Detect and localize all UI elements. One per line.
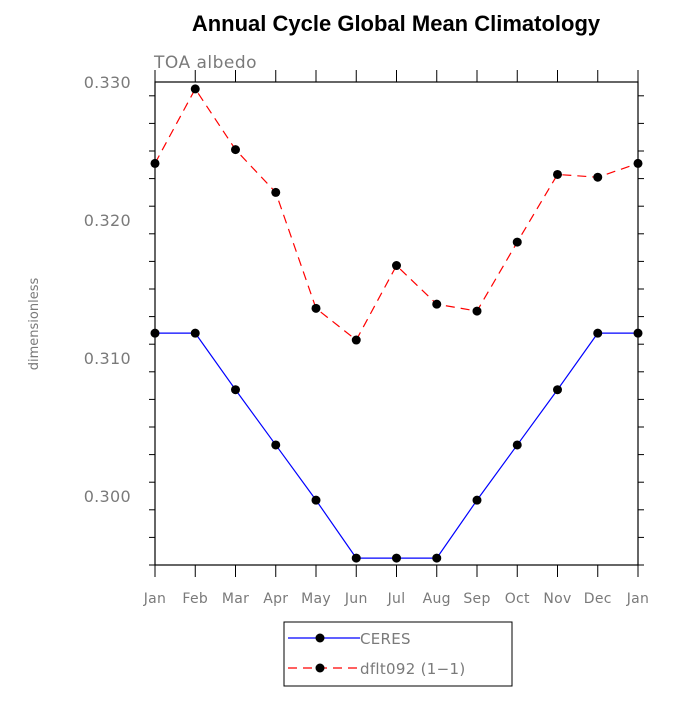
series-2-point xyxy=(351,335,361,345)
legend-box xyxy=(283,621,513,687)
x-tick-label: Jun xyxy=(344,591,368,607)
legend-marker-1 xyxy=(315,633,325,643)
series-1-point xyxy=(271,440,281,450)
y-tick-label: 0.320 xyxy=(84,211,131,230)
series-2-point xyxy=(392,261,401,271)
series-2-point xyxy=(311,303,321,313)
legend: CERES dflt092 (1−1) xyxy=(283,621,513,687)
series-2-point xyxy=(432,299,442,309)
series-1-point xyxy=(472,495,482,505)
series-1-point xyxy=(553,385,562,395)
plot-area: 0.300 0.310 0.320 0.330 Jan Feb Mar Apr May Jun Ju… xyxy=(84,70,649,607)
series-1-point xyxy=(512,440,522,450)
series-2-point xyxy=(593,172,603,182)
series-2-point xyxy=(271,187,281,197)
x-tick-label: Mar xyxy=(222,591,249,607)
series-line-2 xyxy=(154,87,639,341)
legend-label-1: CERES xyxy=(360,630,411,648)
series-1-point xyxy=(311,495,321,505)
series-1-point xyxy=(231,385,240,395)
chart-subtitle: TOA albedo xyxy=(153,53,257,73)
x-tick-label: Jan xyxy=(626,591,649,607)
series-2-point xyxy=(190,84,200,94)
x-tick-label: Sep xyxy=(463,591,490,607)
chart-title: Annual Cycle Global Mean Climatology xyxy=(192,11,601,36)
series-1-point xyxy=(190,328,200,338)
x-tick-label: Oct xyxy=(505,591,530,607)
x-tick-label: Jan xyxy=(143,591,166,607)
x-tick-label: Apr xyxy=(263,591,288,607)
series-2-point xyxy=(472,306,482,316)
x-tick-label: Jul xyxy=(387,591,406,607)
y-tick-label: 0.330 xyxy=(84,73,131,92)
x-tick-label: Nov xyxy=(543,591,571,607)
y-tick-label: 0.300 xyxy=(84,487,131,506)
legend-label-2: dflt092 (1−1) xyxy=(360,660,466,678)
series-2-point xyxy=(512,237,522,247)
series-1-point xyxy=(633,328,643,338)
series-2-point xyxy=(231,145,240,155)
x-tick-label: May xyxy=(301,591,331,607)
legend-marker-2 xyxy=(315,663,325,673)
series-1-point xyxy=(432,553,442,563)
x-tick-label: Dec xyxy=(584,591,612,607)
plot-frame xyxy=(154,81,639,566)
series-line-1 xyxy=(155,332,638,559)
series-1-point xyxy=(351,553,361,563)
y-tick-label: 0.310 xyxy=(84,349,131,368)
x-tick-label: Feb xyxy=(182,591,208,607)
series-1-point xyxy=(593,328,603,338)
y-axis-label: dimensionless xyxy=(27,278,42,371)
series-1-point xyxy=(392,553,401,563)
series-2-point xyxy=(150,158,160,168)
series-2-point xyxy=(633,158,643,168)
series-1-point xyxy=(150,328,160,338)
series-2-point xyxy=(553,169,562,179)
x-tick-label: Aug xyxy=(423,591,451,607)
